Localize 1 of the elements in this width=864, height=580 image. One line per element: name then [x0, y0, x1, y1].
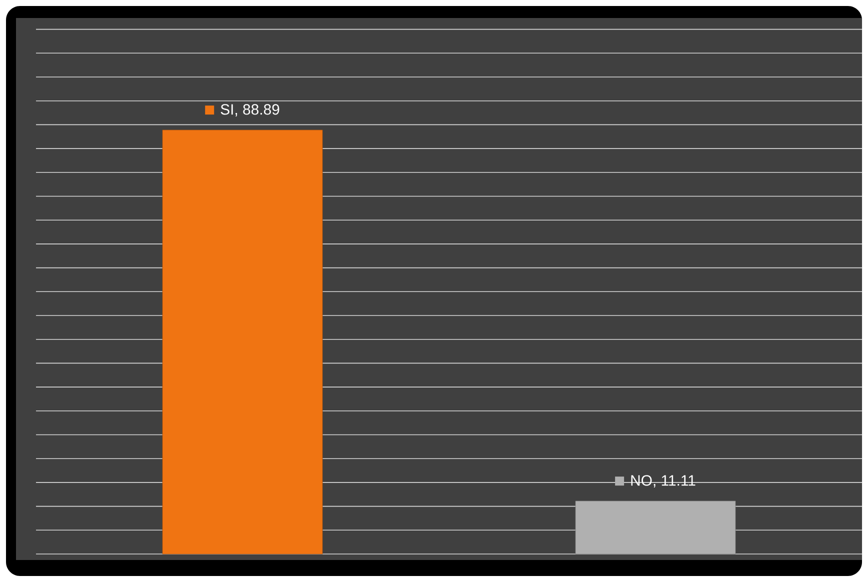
data-label: SI, 88.89	[220, 104, 280, 116]
